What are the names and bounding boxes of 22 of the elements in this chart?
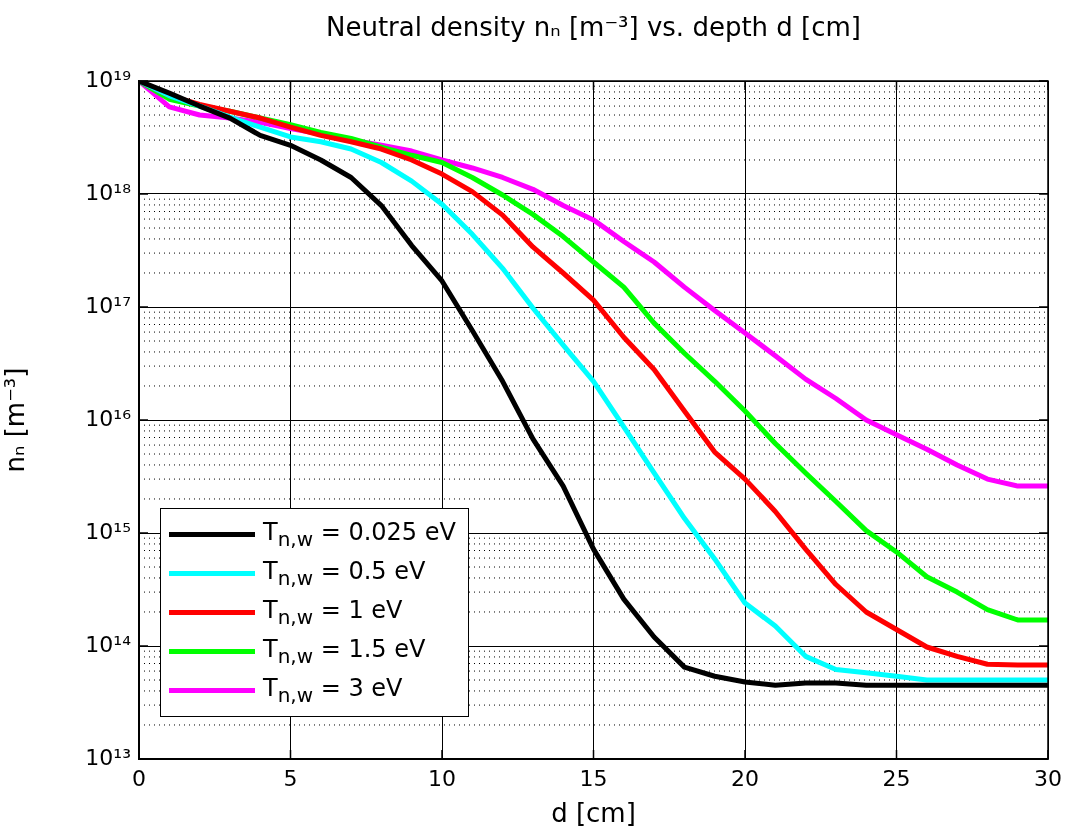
x-axis-title: d [cm] xyxy=(551,798,636,829)
y-tick-label: 10¹⁶ xyxy=(85,405,132,431)
x-tick-label: 20 xyxy=(731,765,759,791)
x-tick-label: 30 xyxy=(1034,765,1062,791)
legend-label: T$_{n,w}$ = 0.025 eV xyxy=(263,518,456,551)
y-tick-label: 10¹⁴ xyxy=(85,631,132,657)
x-tick-label: 10 xyxy=(428,765,456,791)
x-tick-label: 0 xyxy=(132,765,146,791)
y-tick-label: 10¹⁸ xyxy=(85,179,132,205)
y-tick-label: 10¹⁵ xyxy=(85,518,131,544)
x-tick-label: 25 xyxy=(882,765,911,791)
y-axis-title: nₙ [m⁻³] xyxy=(0,367,31,473)
chart-title: Neutral density nₙ [m⁻³] vs. depth d [cm] xyxy=(325,12,862,42)
y-tick-label: 10¹⁷ xyxy=(85,292,131,318)
legend-label: T$_{n,w}$ = 1 eV xyxy=(263,596,403,629)
y-tick-label: 10¹⁹ xyxy=(85,66,131,92)
legend-label: T$_{n,w}$ = 3 eV xyxy=(263,674,403,707)
x-tick-label: 5 xyxy=(283,765,298,791)
legend-label: T$_{n,w}$ = 0.5 eV xyxy=(263,557,426,590)
legend-label: T$_{n,w}$ = 1.5 eV xyxy=(263,635,426,668)
x-tick-label: 15 xyxy=(579,765,608,791)
y-tick-label: 10¹³ xyxy=(85,744,131,770)
